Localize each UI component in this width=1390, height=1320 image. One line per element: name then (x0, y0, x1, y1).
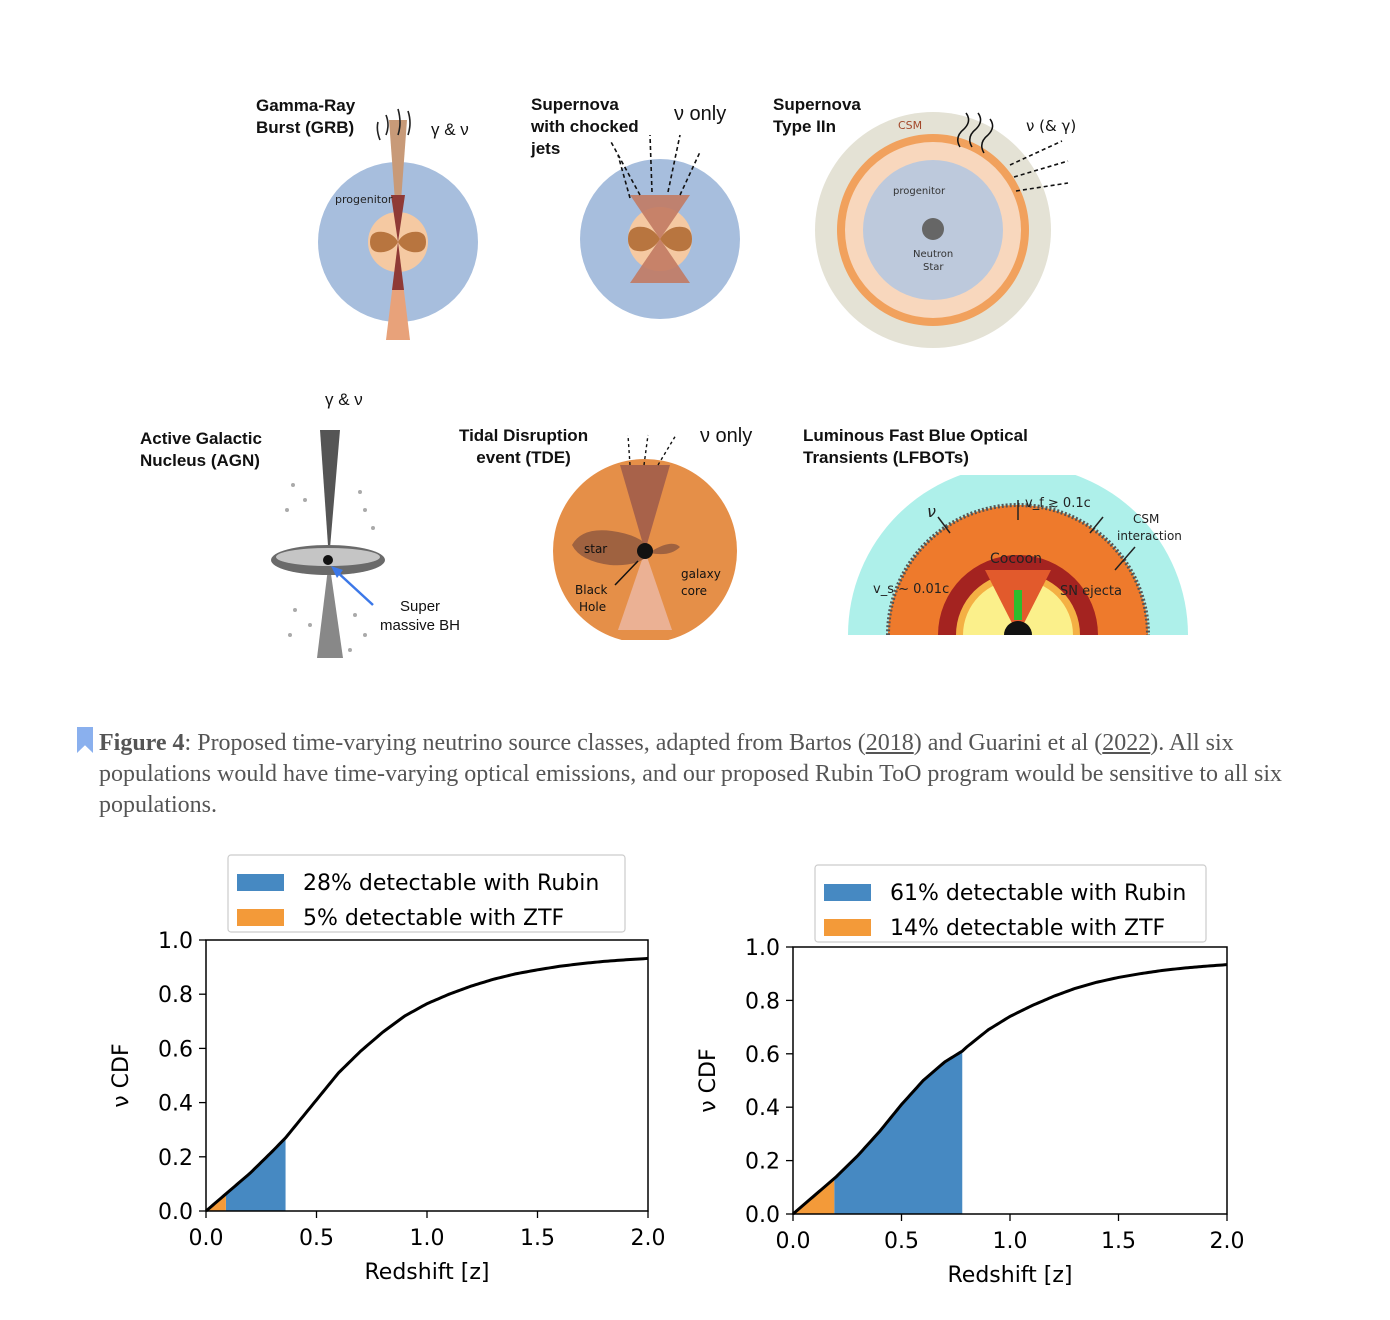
y-tick-label: 1.0 (745, 936, 780, 961)
grb-progenitor-label: progenitor (335, 193, 393, 206)
x-tick-label: 1.0 (410, 1226, 445, 1251)
ztf-area (793, 1178, 835, 1214)
x-tick-label: 2.0 (631, 1226, 666, 1251)
tde-emission-label: ν only (700, 425, 753, 447)
lfbot-diagram: Cocoon v_s ~ 0.01c SN ejecta v_f ≳ 0.1c … (848, 475, 1188, 635)
svg-text:galaxy: galaxy (681, 567, 721, 581)
svg-text:core: core (681, 584, 707, 598)
cdf-curve (205, 956, 649, 1213)
x-axis-label: Redshift [z] (364, 1260, 489, 1285)
legend-swatch-rubin (824, 884, 871, 901)
x-tick-label: 0.0 (776, 1229, 811, 1254)
lfbot-cocoon-label: Cocoon (990, 551, 1042, 567)
lfbot-vf-label: v_f ≳ 0.1c (1025, 496, 1091, 511)
y-tick-label: 0.2 (158, 1146, 193, 1171)
tde-title: Tidal Disruption event (TDE) (459, 426, 589, 467)
sn-iin-csm-label: CSM (898, 119, 922, 132)
caption-text-2: ) and Guarini et al ( (913, 730, 1103, 756)
caption-ref-2022[interactable]: 2022 (1102, 730, 1151, 756)
tde-star-label: star (584, 542, 607, 556)
y-tick-label: 0.0 (158, 1200, 193, 1225)
legend-swatch-rubin (237, 874, 284, 891)
caption-text-3: ). All six populations would have time-v… (99, 730, 1283, 818)
x-tick-label: 1.0 (993, 1229, 1028, 1254)
y-tick-label: 0.8 (158, 983, 193, 1008)
caption-text-1: : Proposed time-varying neutrino source … (184, 730, 866, 756)
legend-label-rubin: 28% detectable with Rubin (303, 871, 599, 896)
cdf-chart-right: 0.0 0.5 1.0 1.5 2.0 0.0 0.2 0.4 0.6 0.8 1.0 Redshif… (696, 864, 1245, 1288)
rubin-area (834, 1051, 963, 1214)
legend-box (227, 854, 626, 933)
y-tick-label: 0.4 (158, 1092, 193, 1117)
y-tick-label: 0.6 (158, 1037, 193, 1062)
svg-text:Neutron: Neutron (913, 249, 953, 260)
figure-caption: Figure 4: Proposed time-varying neutrino… (99, 728, 1339, 821)
grb-emission-label: γ & ν (431, 120, 469, 139)
y-tick-label: 1.0 (158, 929, 193, 954)
legend-label-ztf: 5% detectable with ZTF (303, 906, 564, 931)
legend-swatch-ztf (824, 919, 871, 936)
y-tick-label: 0.2 (745, 1150, 780, 1175)
x-tick-label: 1.5 (1101, 1229, 1136, 1254)
legend-box (814, 864, 1207, 943)
x-tick-label: 2.0 (1210, 1229, 1245, 1254)
lfbot-ejecta-label: SN ejecta (1060, 584, 1122, 599)
sn-jets-title: Supernova with chocked jets (531, 95, 639, 158)
agn-diagram (271, 430, 385, 658)
cdf-chart-left: 0.0 0.5 1.0 1.5 2.0 0.0 0.2 0.4 0.6 0.8 1.0 Redshif… (109, 854, 666, 1285)
sn-iin-diagram: CSM progenitor Neutron Star ν (& γ) (815, 112, 1076, 348)
sn-iin-title: Supernova Type IIn (773, 95, 861, 136)
sn-jets-emission-label: ν only (674, 103, 727, 125)
lfbot-nu-label: ν (927, 502, 936, 521)
y-tick-label: 0.0 (745, 1203, 780, 1228)
y-tick-label: 0.6 (745, 1043, 780, 1068)
x-tick-label: 0.5 (299, 1226, 334, 1251)
x-axis-label: Redshift [z] (947, 1263, 1072, 1288)
svg-text:Star: Star (923, 262, 944, 273)
x-tick-label: 0.0 (189, 1226, 224, 1251)
legend-label-rubin: 61% detectable with Rubin (890, 881, 1186, 906)
svg-text:Hole: Hole (579, 600, 606, 614)
lfbot-title: Luminous Fast Blue Optical Transients (L… (803, 426, 1028, 467)
agn-bh-label: Super massive BH (380, 598, 461, 634)
tde-diagram: star Black Hole galaxy core (553, 434, 737, 640)
y-tick-label: 0.8 (745, 989, 780, 1014)
svg-text:Black: Black (575, 583, 608, 597)
grb-diagram: progenitor (318, 108, 478, 340)
sn-iin-emission-label: ν (& γ) (1026, 117, 1076, 135)
rubin-area (225, 1137, 286, 1211)
legend-label-ztf: 14% detectable with ZTF (890, 916, 1165, 941)
svg-text:CSM: CSM (1133, 512, 1159, 526)
x-tick-label: 1.5 (520, 1226, 555, 1251)
bookmark-icon[interactable] (77, 727, 93, 753)
caption-ref-2018[interactable]: 2018 (865, 730, 914, 756)
legend-swatch-ztf (237, 909, 284, 926)
lfbot-vs-label: v_s ~ 0.01c (873, 582, 949, 597)
y-axis-label: ν CDF (109, 1043, 134, 1107)
cdf-curve (792, 963, 1228, 1216)
y-axis-label: ν CDF (696, 1048, 721, 1112)
agn-emission-label: γ & ν (325, 390, 363, 409)
grb-title: Gamma-Ray Burst (GRB) (256, 96, 356, 137)
caption-label: Figure 4 (99, 730, 185, 756)
sn-jets-diagram (580, 134, 740, 319)
agn-title: Active Galactic Nucleus (AGN) (140, 429, 262, 470)
y-tick-label: 0.4 (745, 1096, 780, 1121)
x-tick-label: 0.5 (884, 1229, 919, 1254)
svg-text:interaction: interaction (1117, 529, 1182, 543)
sn-iin-progenitor-label: progenitor (893, 186, 946, 197)
